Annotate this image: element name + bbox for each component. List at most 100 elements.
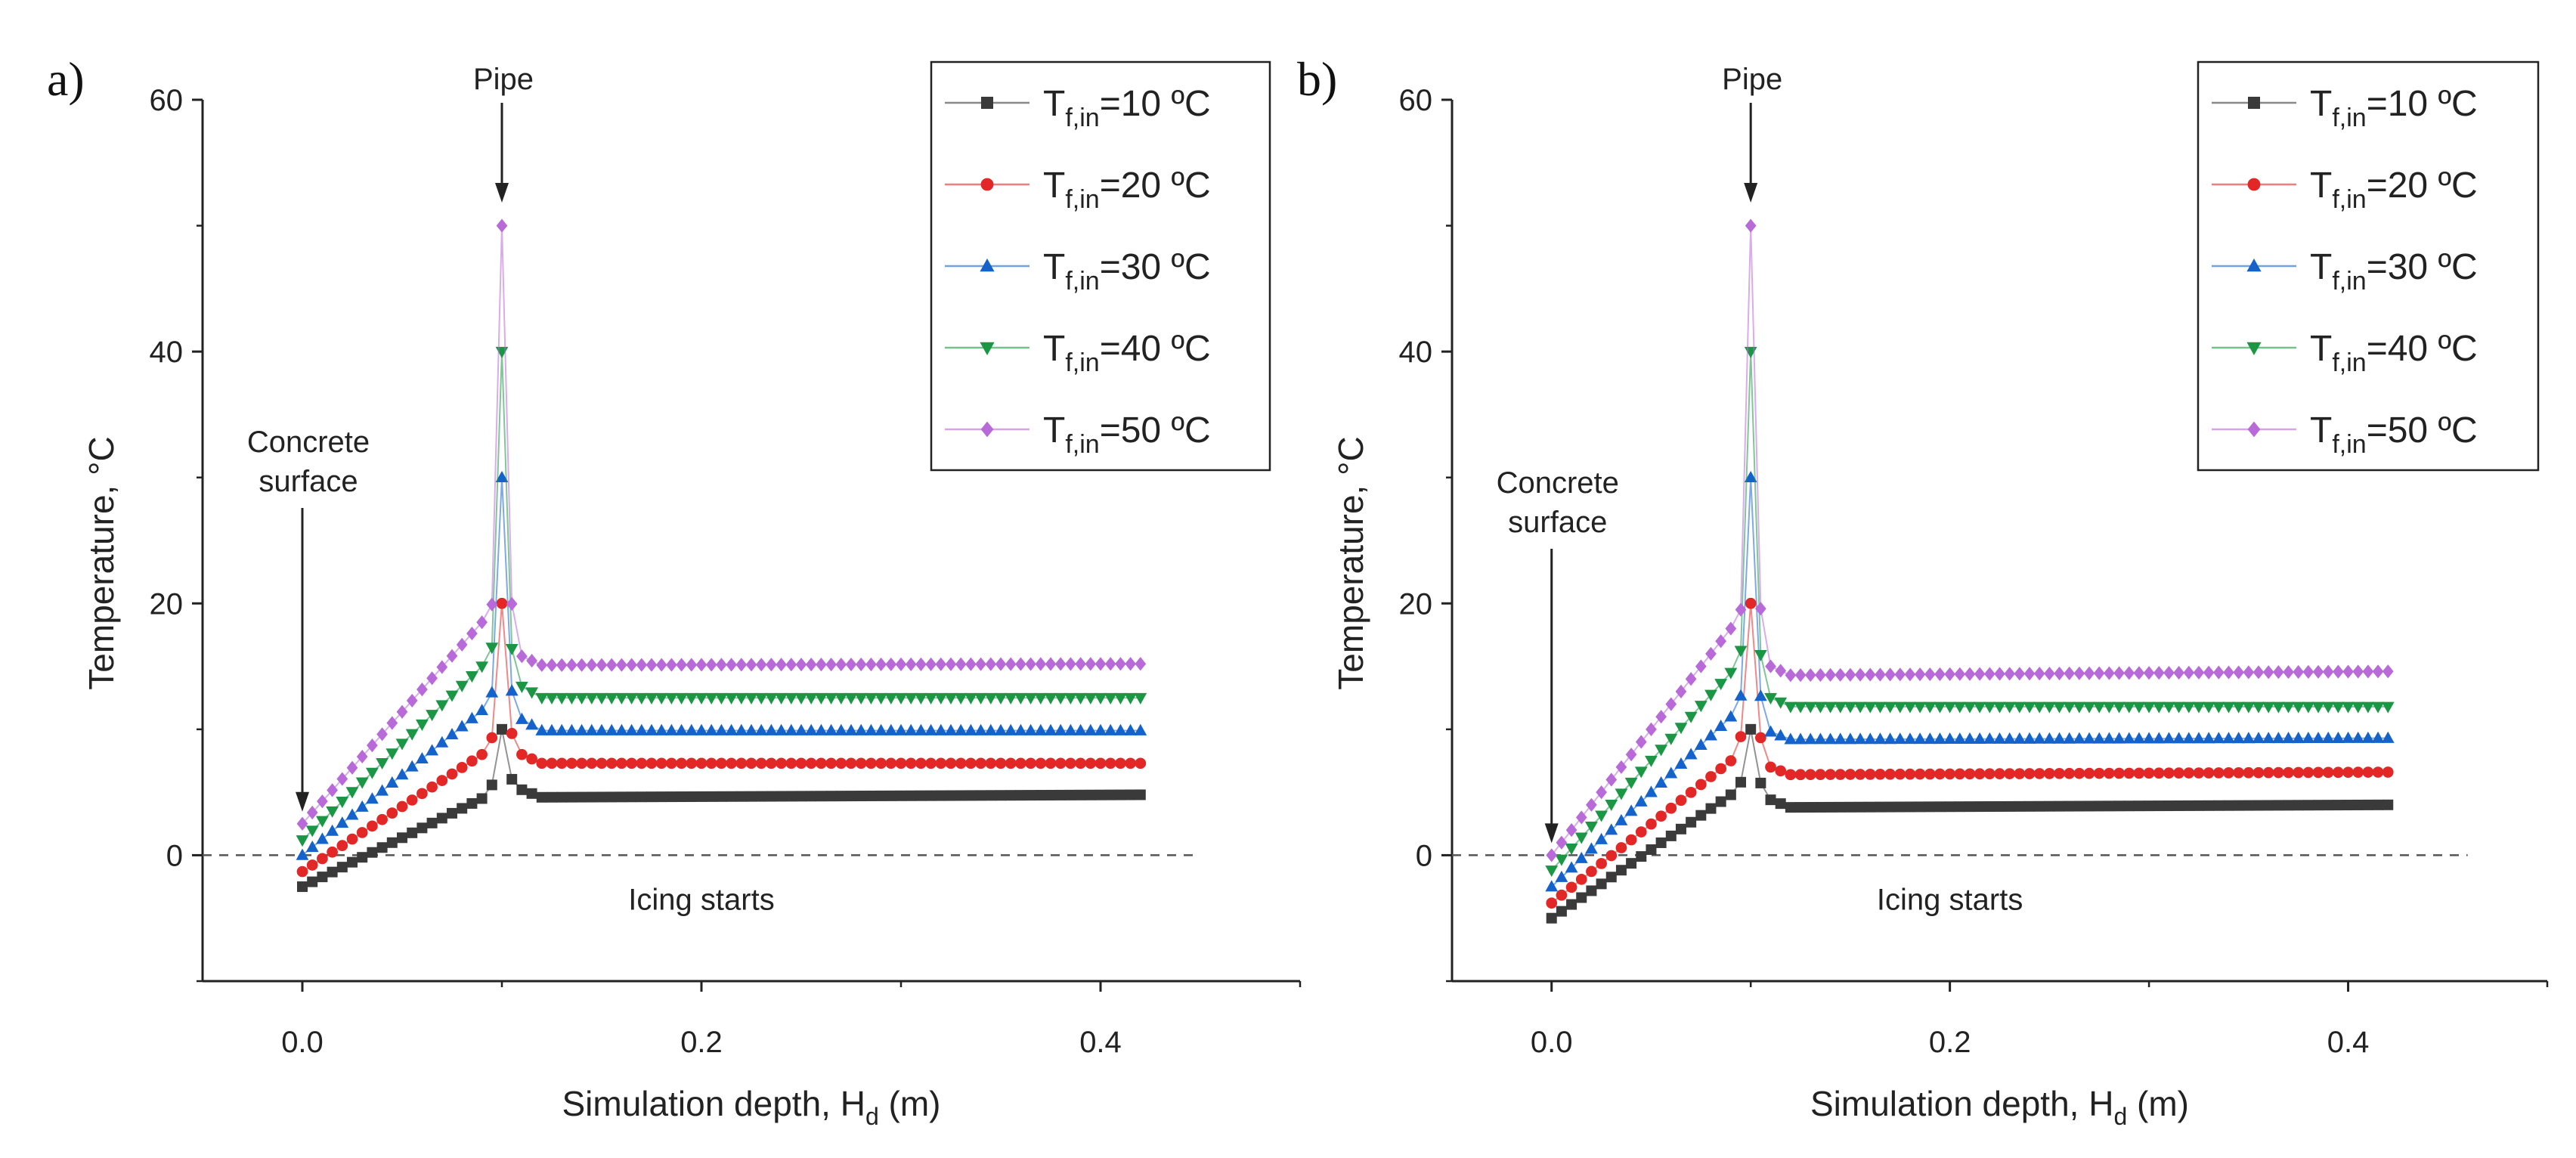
panel-a-series-1-point <box>1095 789 1106 800</box>
panel-a-series-5-point <box>556 658 568 672</box>
panel-b-series-5-point <box>1605 773 1618 787</box>
panel-b-series-4-point <box>2361 701 2375 714</box>
panel-a-series-4 <box>296 346 1147 847</box>
panel-b-series-2-point <box>2004 768 2016 779</box>
panel-b-series-4-point <box>1624 777 1638 789</box>
panel-a-series-1-point <box>327 866 338 878</box>
panel-b-series-3-point <box>2242 732 2256 744</box>
panel-a-series-3-point <box>1064 723 1077 735</box>
panel-b-legend-swatch-marker <box>2246 259 2262 272</box>
panel-b-series-4-point <box>2013 701 2026 714</box>
panel-b-x-tick-label: 0.4 <box>2327 1026 2370 1059</box>
panel-a-series-4-point <box>385 748 399 760</box>
panel-a-legend-label-symbol: T <box>1043 247 1065 287</box>
panel-a-legend-label: Tf,in=20 ºC <box>1043 166 1211 214</box>
panel-b-series-4-point <box>1734 646 1748 658</box>
panel-a-series-2-point <box>985 757 997 769</box>
panel-b-series-5-point <box>1875 667 1886 682</box>
panel-b-series-1-point <box>1755 777 1766 788</box>
panel-a-series-2-point <box>586 757 598 769</box>
panel-a-series-5-point <box>476 615 488 630</box>
panel-a-series-5-point <box>985 657 997 671</box>
panel-b-series-3-point <box>2042 732 2056 744</box>
panel-a-legend-label-symbol: T <box>1043 84 1065 124</box>
panel-b-series-4-point <box>1953 701 1967 714</box>
panel-b-series-5-point <box>1575 810 1587 825</box>
panel-a-series-5-point <box>745 658 757 672</box>
panel-b-series-2-point <box>1964 768 1976 780</box>
panel-a-series-4-point <box>915 692 927 704</box>
panel-a-series-4-point <box>1064 692 1077 704</box>
panel-a-series-3-point <box>525 718 538 730</box>
panel-a-series-1-point <box>556 791 568 803</box>
panel-a-series-2-point <box>1085 757 1097 769</box>
panel-a-legend-label-value: =10 ºC <box>1100 84 1211 124</box>
panel-a-x-axis-label: Simulation depth, Hd (m) <box>562 1084 941 1130</box>
panel-b-series-1-point <box>1825 801 1836 813</box>
panel-a-series-2-point <box>915 757 927 769</box>
panel-b-series-4-point <box>2073 701 2086 714</box>
panel-b-x-tick-label: 0.0 <box>1531 1026 1573 1059</box>
panel-a-series-5-point <box>1035 657 1047 671</box>
panel-a-series-5-point <box>506 596 518 611</box>
panel-a-series-3-point <box>345 808 359 820</box>
panel-a-series-1-point <box>666 791 677 803</box>
panel-b-series-3-point <box>1784 732 1797 745</box>
panel-a-icing-annotation: Icing starts <box>628 883 774 916</box>
panel-a-series-5-point <box>865 657 877 672</box>
panel-a-series-5-point <box>586 658 598 672</box>
panel-b-series-4-point <box>2042 701 2056 714</box>
panel-a-series-4-point <box>815 692 828 704</box>
panel-a-pipe-annotation: Pipe <box>473 63 534 96</box>
panel-a-series-1-point <box>336 862 348 873</box>
panel-a-series-4-point <box>695 692 708 704</box>
panel-b-series-2-point <box>1655 810 1667 822</box>
panel-b-series-2-point <box>2143 767 2155 779</box>
panel-b-series-5-point <box>1964 667 1976 681</box>
panel-a-series-3-point <box>605 723 618 735</box>
panel-a-series-5-point <box>655 658 667 672</box>
panel-a-series-4-point <box>704 692 718 704</box>
panel-b-series-3-point <box>1574 851 1588 863</box>
panel-b-series-3-point <box>2033 732 2046 744</box>
panel-a-series-5-point <box>965 657 977 671</box>
panel-b-series-2-point <box>1575 874 1587 885</box>
panel-b-series-4-point <box>1794 701 1807 714</box>
panel-b-series-2-point <box>2123 767 2135 779</box>
panel-a-series-5 <box>296 218 1147 831</box>
panel-b-series-4-point <box>1664 733 1678 745</box>
panel-b-legend-label-value: =40 ºC <box>2367 329 2478 369</box>
panel-b-series-4-point <box>1574 832 1588 844</box>
panel-b-series-3-point <box>2132 732 2146 744</box>
panel-a-series-4-point <box>605 692 618 704</box>
panel-b-series-1-point <box>1646 844 1657 856</box>
panel-b-series-2-point <box>1725 755 1737 766</box>
panel-a-series-1-point <box>506 773 518 785</box>
panel-b-y-tick-label: 60 <box>1399 84 1433 117</box>
panel-a-series-1-point <box>536 791 547 803</box>
panel-a-y-tick-label: 60 <box>150 84 184 117</box>
panel-b-series-4-point <box>1813 701 1827 714</box>
panel-a-legend-swatch-marker <box>980 421 994 438</box>
panel-b-series-1-point <box>2014 800 2025 812</box>
panel-b-series-2-point <box>1735 731 1747 742</box>
panel-b-series-3-point <box>1813 732 1827 745</box>
panel-a-series-2-point <box>776 757 787 769</box>
panel-b-series-3-point <box>1934 732 1946 745</box>
panel-b-series-4-point <box>1744 346 1757 358</box>
panel-b-series-1-point <box>2144 800 2155 812</box>
panel-a-series-3-point <box>466 711 478 723</box>
panel-b-series-5-point <box>1655 710 1667 724</box>
panel-b-series-2-point <box>1546 897 1558 909</box>
panel-a-series-2-point <box>655 757 667 769</box>
panel-b-series-2-point <box>1765 761 1776 773</box>
panel-a-series-4-point <box>785 692 798 704</box>
panel-a-series-3-point <box>655 723 668 735</box>
panel-b-series-4-point <box>1913 701 1927 714</box>
panel-a-series-3-point <box>1114 723 1127 735</box>
panel-b-series-4-point <box>1934 701 1946 714</box>
panel-b-series-4-point <box>1863 701 1877 714</box>
panel-b-series-4-point <box>2331 701 2345 714</box>
panel-a-series-1-point <box>626 791 637 803</box>
panel-b-series-3-point <box>1853 732 1867 745</box>
